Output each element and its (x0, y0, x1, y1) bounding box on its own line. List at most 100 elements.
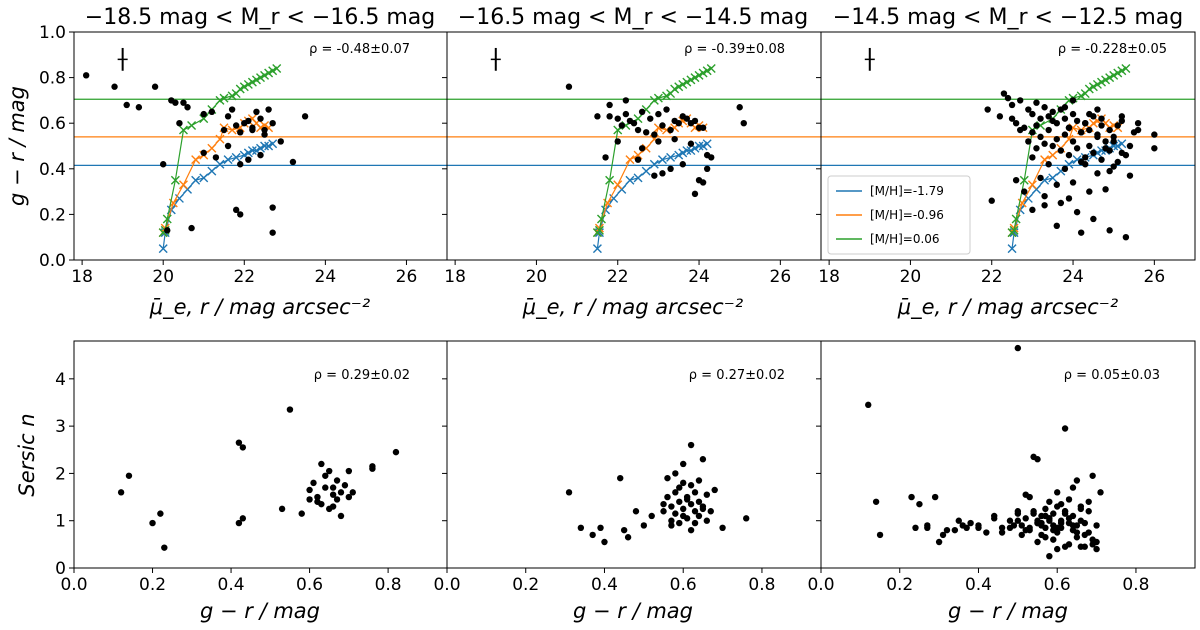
bottom-point-3-95 (951, 526, 959, 534)
bottom-point-3-30 (1042, 505, 1049, 513)
track-marker-1-3-16 (247, 77, 257, 87)
bottom-point-1-23 (333, 477, 341, 484)
top-ytick-label-5: 0.8 (39, 69, 66, 89)
track-marker-1-1-7 (199, 173, 209, 183)
top-point-2-32 (703, 151, 711, 159)
top-point-1-18 (237, 129, 244, 136)
top-point-2-21 (667, 126, 674, 134)
track-marker-1-1-9 (215, 159, 225, 169)
track-marker-1-3-20 (264, 68, 274, 78)
top-point-3-28 (1126, 142, 1134, 150)
top-point-3-78 (1130, 129, 1138, 136)
bottom-point-1-36 (329, 484, 337, 491)
track-marker-2-3-17 (686, 75, 696, 85)
bottom-point-1-1 (117, 489, 125, 496)
bottom-point-3-13 (967, 519, 974, 527)
bottom-point-2-38 (719, 524, 726, 532)
bottom-point-3-100 (1054, 489, 1061, 496)
bottom-point-3-94 (959, 522, 966, 529)
top-point-3-99 (1021, 188, 1028, 195)
legend-label-metal-rich: [M/H]=0.06 (870, 232, 940, 246)
bottom-point-3-97 (924, 524, 931, 532)
bottom-xtick-label-3-1: 0.0 (807, 575, 834, 595)
bottom-point-3-86 (1014, 510, 1022, 517)
bottom-point-1-35 (306, 496, 313, 503)
track-marker-3-3-19 (1109, 70, 1119, 80)
top-point-3-52 (1082, 154, 1089, 161)
bottom-point-2-49 (664, 474, 671, 482)
track-marker-2-1-12 (674, 150, 684, 160)
bottom-point-2-10 (640, 522, 648, 529)
track-marker-1-3-21 (268, 66, 278, 76)
track-marker-3-2-4 (1027, 180, 1037, 190)
track-marker-1-3-3 (162, 214, 172, 224)
track-marker-2-1-6 (625, 175, 635, 185)
bottom-point-3-3 (876, 531, 884, 539)
track-marker-3-2-12 (1088, 118, 1098, 128)
bottom-point-2-16 (672, 510, 679, 517)
top-point-3-26 (1110, 133, 1117, 141)
track-marker-2-3-19 (694, 70, 704, 80)
track-marker-1-1-10 (223, 155, 233, 165)
top-point-3-68 (1086, 188, 1093, 195)
top-point-3-76 (1098, 115, 1105, 122)
bottom-point-3-78 (1042, 534, 1049, 541)
track-marker-1-3-10 (219, 93, 229, 103)
top-ytick-label-4: 0.6 (39, 114, 66, 134)
bottom-point-3-101 (1069, 484, 1077, 491)
top-x-axis-label-2: μ̄_e, r / mag arcsec⁻² (522, 295, 744, 320)
legend: [M/H]=-1.79 [M/H]=-0.96 [M/H]=0.06 (827, 175, 971, 255)
top-point-3-88 (1053, 222, 1060, 229)
top-point-3-37 (1061, 131, 1069, 138)
top-point-1-23 (257, 115, 264, 122)
top-point-3-17 (1073, 117, 1081, 125)
top-point-1-12 (200, 110, 207, 118)
bottom-point-3-93 (975, 524, 982, 532)
bottom-point-1-5 (161, 544, 168, 551)
bottom-point-3-11 (955, 517, 962, 524)
track-marker-1-2-17 (260, 120, 270, 130)
track-marker-3-3-22 (1121, 63, 1131, 73)
top-point-3-98 (1012, 177, 1020, 184)
track-marker-2-3-21 (702, 66, 712, 76)
top-xtick-label-2-3: 22 (607, 267, 629, 287)
track-marker-1-3-18 (256, 73, 265, 83)
track-marker-3-3-4 (1019, 175, 1029, 185)
top-point-1-13 (208, 108, 216, 116)
bottom-point-3-70 (1050, 526, 1057, 534)
track-marker-2-1-1 (592, 244, 602, 254)
top-point-3-39 (1077, 129, 1085, 136)
top-point-1-25 (265, 106, 272, 113)
top-point-1-28 (237, 161, 244, 168)
top-point-2-19 (651, 131, 658, 138)
top-point-1-31 (277, 138, 284, 145)
bottom-ytick-label-1: 0 (55, 559, 66, 579)
bottom-point-3-79 (1057, 500, 1065, 508)
bottom-point-2-11 (648, 512, 655, 520)
top-point-2-42 (634, 156, 642, 163)
bottom-point-1-20 (329, 491, 337, 498)
bottom-point-2-19 (676, 519, 683, 527)
top-point-2-36 (667, 165, 674, 172)
top-point-2-40 (651, 172, 658, 179)
top-point-3-77 (1114, 122, 1121, 129)
chart-marks: 18 20 22 24 260.00.20.40.60.81.018 20 22 24 26 18… (39, 23, 1196, 595)
track-marker-2-1-11 (666, 152, 676, 162)
bottom-xtick-label-2-2: 0.2 (512, 575, 539, 595)
bottom-point-3-9 (935, 538, 943, 546)
bottom-point-3-104 (1077, 543, 1085, 550)
top-point-3-92 (1069, 97, 1077, 104)
bottom-point-3-51 (1085, 498, 1092, 505)
bottom-point-3-20 (1014, 344, 1022, 352)
bottom-point-3-82 (1034, 538, 1041, 546)
track-marker-2-1-9 (649, 159, 659, 169)
bottom-panel-frame-3 (820, 340, 1196, 569)
top-point-3-57 (1122, 151, 1130, 159)
track-marker-3-3-11 (1076, 91, 1086, 101)
track-marker-3-3-17 (1101, 75, 1111, 85)
track-marker-2-1-14 (682, 146, 692, 156)
bottom-point-2-50 (699, 505, 707, 513)
bottom-point-1-22 (333, 496, 341, 503)
top-point-1-34 (269, 204, 276, 211)
track-marker-1-3-11 (227, 91, 237, 101)
